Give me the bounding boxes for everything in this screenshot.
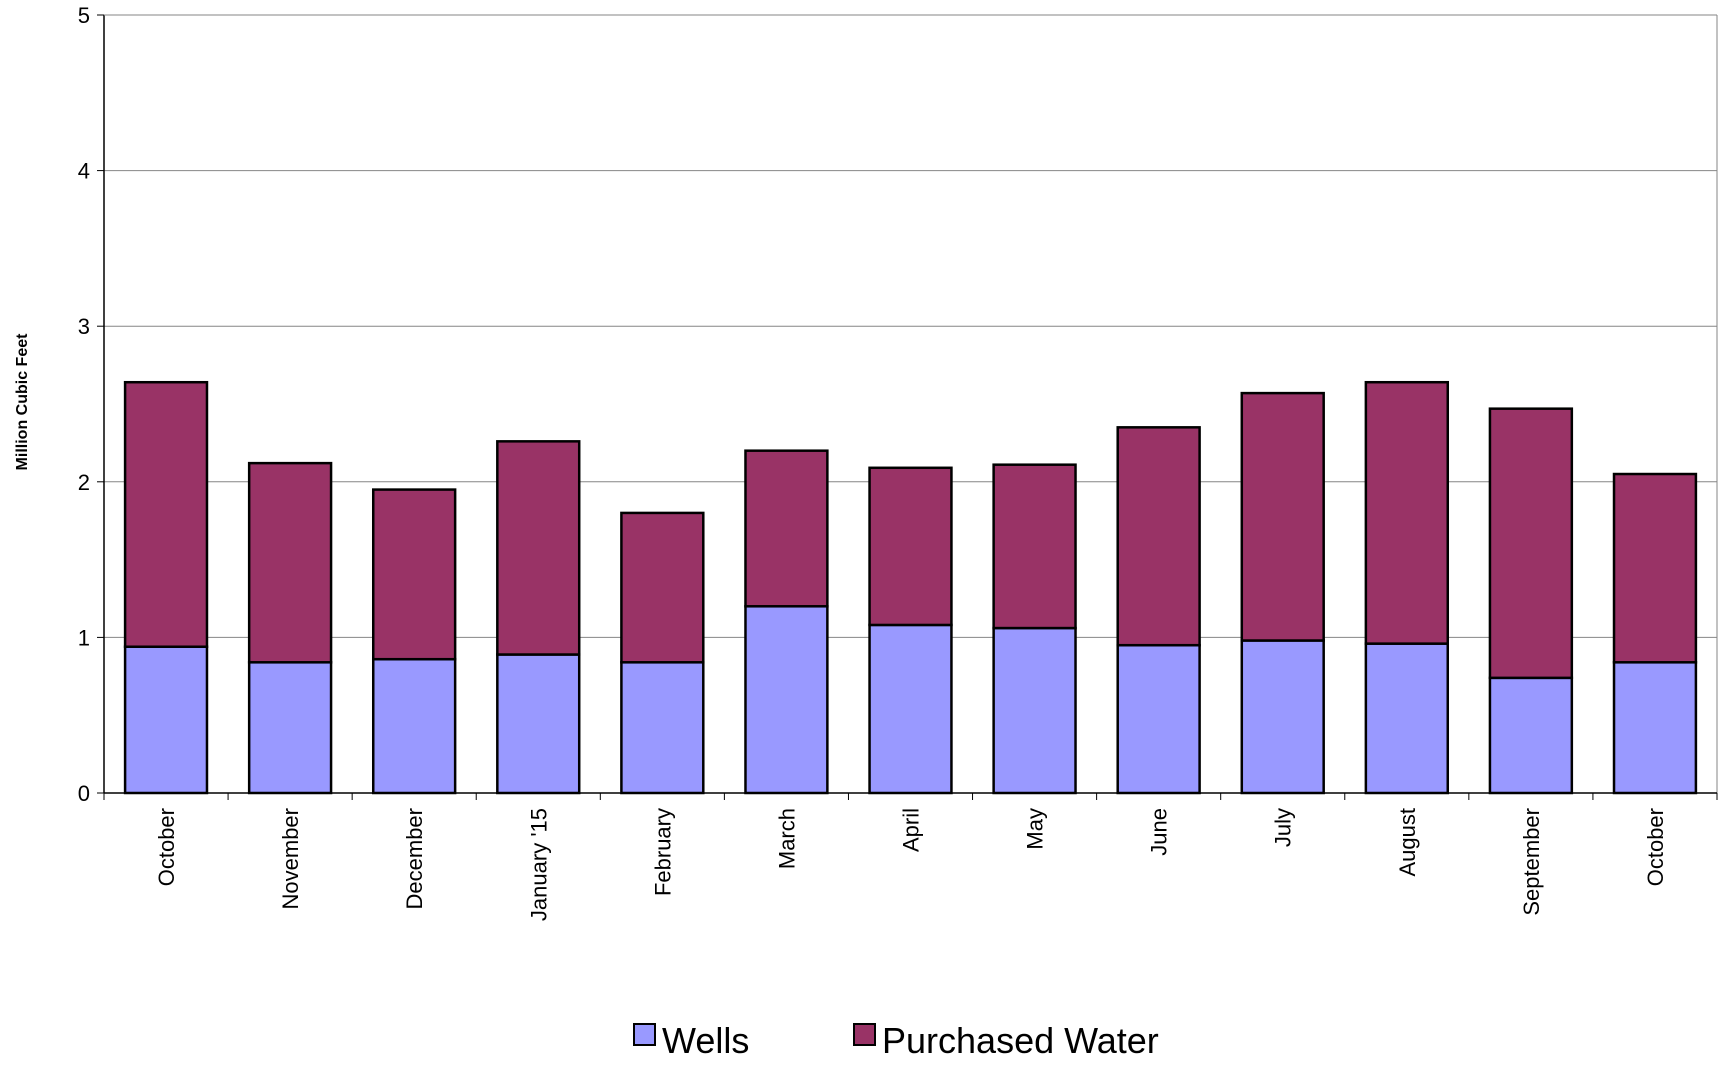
bar-wells <box>620 661 705 795</box>
y-tick-label: 3 <box>78 314 90 339</box>
x-tick-label: December <box>402 808 427 909</box>
x-tick-label: February <box>650 808 675 896</box>
bar-wells <box>371 657 457 795</box>
legend-swatch-wells <box>633 1023 656 1046</box>
legend-label-purchased-water: Purchased Water <box>882 1020 1159 1061</box>
bar-wells <box>992 626 1077 795</box>
bar-wells <box>744 605 829 795</box>
bar-wells <box>1364 642 1450 795</box>
bar-wells <box>1116 643 1201 795</box>
bar-purchased-water <box>1364 380 1450 645</box>
axes: 0 1 2 3 4 5 October November December January '15… <box>78 3 1718 921</box>
bar-purchased-water <box>868 466 953 627</box>
bar-purchased-water <box>496 440 581 656</box>
x-tick-label: January '15 <box>526 808 551 921</box>
bar-wells <box>1612 661 1698 795</box>
y-tick-label: 0 <box>78 781 90 806</box>
y-tick-label: 5 <box>78 3 90 28</box>
bars <box>123 380 1698 795</box>
bar-wells <box>868 623 953 795</box>
bar-purchased-water <box>123 380 209 648</box>
y-tick-label: 1 <box>78 625 90 650</box>
x-tick-label: July <box>1271 808 1296 847</box>
x-tick-label: September <box>1519 808 1544 916</box>
bar-purchased-water <box>247 461 333 664</box>
bar-purchased-water <box>992 463 1077 630</box>
y-tick-label: 4 <box>78 159 90 184</box>
x-tick-label: October <box>154 808 179 886</box>
bar-wells <box>1488 676 1574 795</box>
x-tick-label: November <box>278 808 303 909</box>
bar-wells <box>123 645 209 795</box>
x-tick-label: April <box>899 808 924 852</box>
bar-purchased-water <box>620 511 705 664</box>
bar-purchased-water <box>744 449 829 608</box>
x-tick-label: June <box>1147 808 1172 856</box>
x-tick-label: May <box>1023 808 1048 850</box>
bar-wells <box>496 653 581 795</box>
bar-wells <box>247 661 333 795</box>
bar-purchased-water <box>1612 472 1698 664</box>
legend: Wells Purchased Water <box>633 1020 1159 1061</box>
x-tick-label: August <box>1395 808 1420 877</box>
bar-purchased-water <box>371 488 457 661</box>
bar-purchased-water <box>1240 391 1325 642</box>
y-tick-label: 2 <box>78 470 90 495</box>
legend-swatch-purchased-water <box>853 1023 876 1046</box>
x-tick-label: March <box>774 808 799 869</box>
bar-purchased-water <box>1488 407 1574 680</box>
x-tick-label: October <box>1643 808 1668 886</box>
bar-wells <box>1240 639 1325 795</box>
bar-purchased-water <box>1116 426 1201 647</box>
legend-label-wells: Wells <box>662 1020 749 1061</box>
y-axis-label: Million Cubic Feet <box>14 333 31 471</box>
